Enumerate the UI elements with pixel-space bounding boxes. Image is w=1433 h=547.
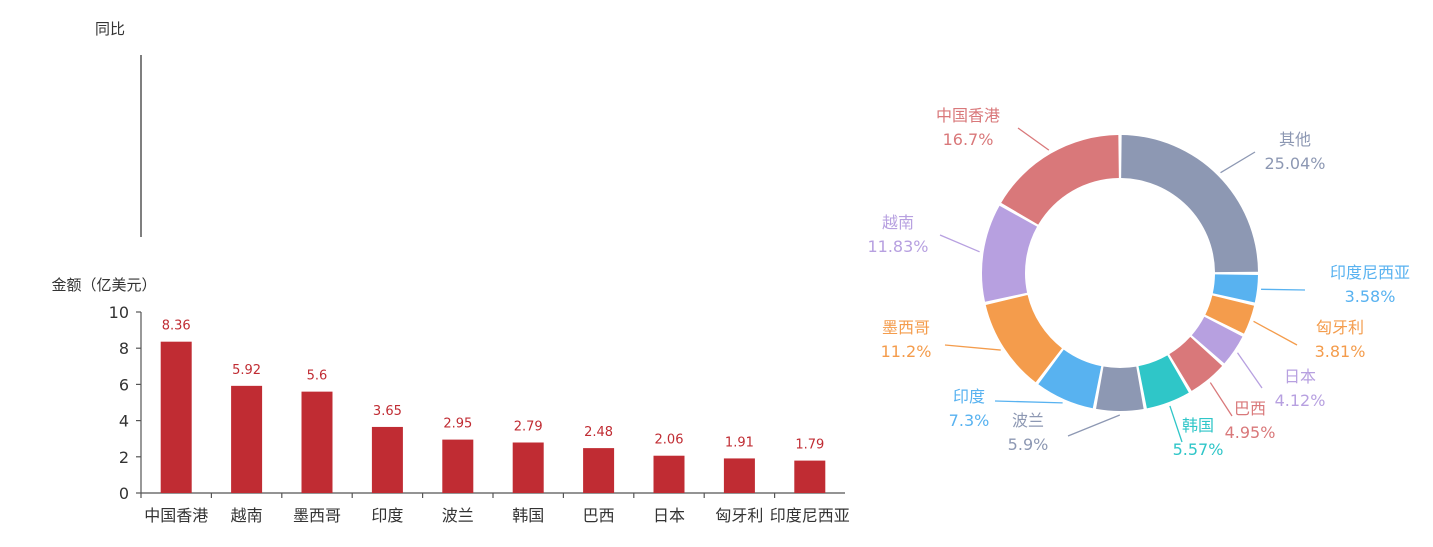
bar-value-label: 8.36 [162, 319, 191, 334]
donut-slice-percent: 7.3% [949, 411, 990, 430]
donut-slice-name: 越南 [882, 213, 914, 232]
bar-value-label: 2.48 [584, 425, 613, 440]
donut-slice-percent: 3.58% [1345, 287, 1396, 306]
bar[interactable] [442, 439, 474, 493]
donut-leader-line [939, 234, 980, 253]
bar-value-label: 2.95 [443, 417, 472, 432]
donut-slice-percent: 25.04% [1264, 154, 1325, 173]
donut-slice-percent: 4.12% [1275, 391, 1326, 410]
bar-value-label: 1.79 [795, 438, 824, 453]
donut-leader-line [1209, 382, 1233, 417]
donut-slice[interactable] [1191, 316, 1243, 364]
y-tick-label: 4 [119, 412, 129, 431]
yoy-axis-label: 同比 [95, 20, 125, 38]
donut-labels: 其他 25.04% 印度尼西亚 3.58% 匈牙利 3.81% 日本 4.12% 巴西 4.95%… [867, 106, 1410, 459]
x-tick-label: 巴西 [583, 506, 615, 525]
donut-slice-percent: 16.7% [943, 130, 994, 149]
y-tick-label: 2 [119, 448, 129, 467]
donut-slice[interactable] [1121, 135, 1258, 273]
donut-slice-percent: 4.95% [1225, 423, 1276, 442]
donut-slice-percent: 5.9% [1008, 435, 1049, 454]
bar[interactable] [583, 448, 615, 493]
y-ticks: 0 2 4 6 8 10 [109, 303, 141, 503]
donut-slice-percent: 5.57% [1173, 440, 1224, 459]
amount-bar-panel: 金额（亿美元） 0 2 4 6 8 10 8.36 5.92 5.6 3.65 2.95 2.79 2… [51, 276, 849, 525]
bars: 8.36 5.92 5.6 3.65 2.95 2.79 2.48 2.06 1.91 1.79 [160, 319, 826, 493]
donut-slice[interactable] [982, 205, 1038, 302]
bar[interactable] [794, 460, 826, 493]
donut-leader-line [1261, 288, 1306, 291]
y-tick-label: 8 [119, 339, 129, 358]
x-tick-label: 日本 [653, 506, 685, 525]
share-donut-chart [982, 135, 1258, 411]
donut-slice-percent: 3.81% [1315, 342, 1366, 361]
donut-leader-line [944, 344, 1001, 351]
bar-value-label: 5.6 [307, 369, 328, 384]
donut-leader-line [1017, 127, 1050, 151]
donut-slice-name: 中国香港 [936, 106, 1000, 125]
bar[interactable] [512, 442, 544, 493]
donut-slice[interactable] [1001, 135, 1119, 225]
donut-slice-name: 其他 [1279, 130, 1311, 149]
donut-slice-name: 印度尼西亚 [1330, 263, 1410, 282]
x-tick-label: 波兰 [442, 506, 474, 525]
donut-slice-percent: 11.83% [867, 237, 928, 256]
bar[interactable] [160, 341, 192, 493]
donut-leader-line [1236, 352, 1263, 389]
bar-value-label: 2.06 [655, 433, 684, 448]
donut-slice-name: 巴西 [1234, 399, 1266, 418]
donut-slice-name: 匈牙利 [1316, 318, 1364, 337]
donut-slice-name: 墨西哥 [882, 318, 930, 337]
donut-leader-line [994, 400, 1063, 404]
donut-slice-name: 韩国 [1182, 416, 1214, 435]
donut-slice-name: 波兰 [1012, 411, 1044, 430]
donut-leader-line [1067, 414, 1121, 437]
amount-axis-label: 金额（亿美元） [51, 276, 156, 294]
bar[interactable] [231, 385, 263, 493]
donut-leader-line [1220, 151, 1256, 174]
bar[interactable] [371, 426, 403, 493]
bar[interactable] [723, 458, 755, 493]
donut-slice[interactable] [1212, 274, 1258, 303]
y-tick-label: 0 [119, 484, 129, 503]
donut-leader-line [1253, 320, 1298, 346]
donut-slice-name: 日本 [1284, 367, 1316, 386]
bar-value-label: 5.92 [232, 363, 261, 378]
x-tick-label: 韩国 [512, 506, 544, 525]
bar-value-label: 3.65 [373, 404, 402, 419]
bar-value-label: 1.91 [725, 435, 754, 450]
yoy-panel: 同比 [95, 20, 142, 237]
x-tick-label: 越南 [231, 506, 263, 525]
donut-slice[interactable] [1096, 366, 1144, 411]
y-tick-label: 10 [109, 303, 129, 322]
donut-slice[interactable] [1205, 295, 1255, 334]
x-tick-label: 印度 [371, 506, 403, 525]
x-tick-label: 中国香港 [144, 506, 208, 525]
x-tick-label: 印度尼西亚 [770, 506, 850, 525]
x-tick-label: 墨西哥 [293, 506, 341, 525]
donut-slice[interactable] [985, 295, 1062, 383]
y-tick-label: 6 [119, 375, 129, 394]
x-ticks: 中国香港 越南 墨西哥 印度 波兰 韩国 巴西 日本 匈牙利 印度尼西亚 [140, 493, 850, 525]
donut-slice[interactable] [1138, 355, 1189, 409]
donut-slice-percent: 11.2% [881, 342, 932, 361]
bar[interactable] [653, 455, 685, 493]
donut-leader-line [1169, 405, 1183, 443]
donut-slice[interactable] [1038, 349, 1102, 409]
bar[interactable] [301, 391, 333, 493]
x-tick-label: 匈牙利 [715, 506, 763, 525]
donut-slice[interactable] [1169, 336, 1223, 391]
bar-value-label: 2.79 [514, 420, 543, 435]
donut-slice-name: 印度 [953, 387, 985, 406]
